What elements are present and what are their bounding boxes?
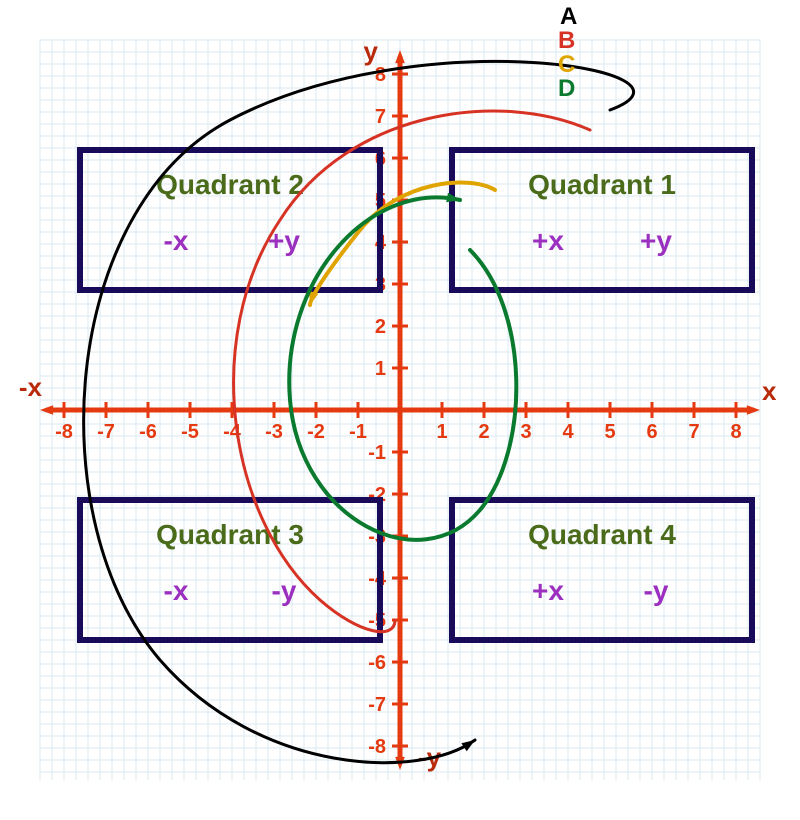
x-tick-label: 1: [436, 421, 447, 443]
x-tick-label: 3: [520, 421, 531, 443]
axis-label-x-pos: x: [762, 376, 777, 406]
y-tick-label: -8: [368, 736, 386, 758]
quadrant-sign-y: -y: [272, 575, 297, 606]
quadrant-title: Quadrant 3: [156, 519, 304, 550]
legend-letter-B: B: [558, 27, 575, 54]
quadrant-title: Quadrant 1: [528, 169, 676, 200]
legend-letter-A: A: [560, 3, 577, 30]
quadrant-box-q4: Quadrant 4 +x -y: [452, 500, 752, 640]
legend-letter-C: C: [558, 51, 575, 78]
x-tick-label: 6: [646, 421, 657, 443]
x-tick-label: 8: [730, 421, 741, 443]
y-tick-label: -1: [368, 442, 386, 464]
x-tick-label: -7: [97, 421, 115, 443]
quadrant-sign-y: -y: [644, 575, 669, 606]
x-tick-label: 2: [478, 421, 489, 443]
x-tick-label: 7: [688, 421, 699, 443]
quadrant-title: Quadrant 2: [156, 169, 304, 200]
x-tick-label: -2: [307, 421, 325, 443]
x-tick-label: -3: [265, 421, 283, 443]
y-tick-label: 1: [375, 358, 386, 380]
quadrant-box-q3: Quadrant 3 -x -y: [80, 500, 380, 640]
axis-label-x-neg: -x: [19, 372, 43, 402]
legend-letter-D: D: [558, 75, 575, 102]
quadrant-sign-x: +x: [532, 225, 564, 256]
quadrant-sign-x: -x: [164, 575, 189, 606]
x-tick-label: -1: [349, 421, 367, 443]
x-tick-label: -8: [55, 421, 73, 443]
quadrant-sign-y: +y: [640, 225, 672, 256]
x-tick-label: 4: [562, 421, 574, 443]
x-tick-label: -6: [139, 421, 157, 443]
axis-label-y-pos: y: [364, 36, 379, 66]
x-tick-label: 5: [604, 421, 615, 443]
y-tick-label: 7: [375, 106, 386, 128]
y-tick-label: 2: [375, 316, 386, 338]
y-tick-label: -6: [368, 652, 386, 674]
y-tick-label: 8: [375, 64, 386, 86]
quadrant-box-q1: Quadrant 1 +x +y: [452, 150, 752, 290]
quadrant-sign-x: +x: [532, 575, 564, 606]
y-tick-label: -7: [368, 694, 386, 716]
quadrant-title: Quadrant 4: [528, 519, 676, 550]
quadrant-sign-x: -x: [164, 225, 189, 256]
quadrant-box-q2: Quadrant 2-x+y: [80, 150, 380, 290]
x-tick-label: -5: [181, 421, 199, 443]
